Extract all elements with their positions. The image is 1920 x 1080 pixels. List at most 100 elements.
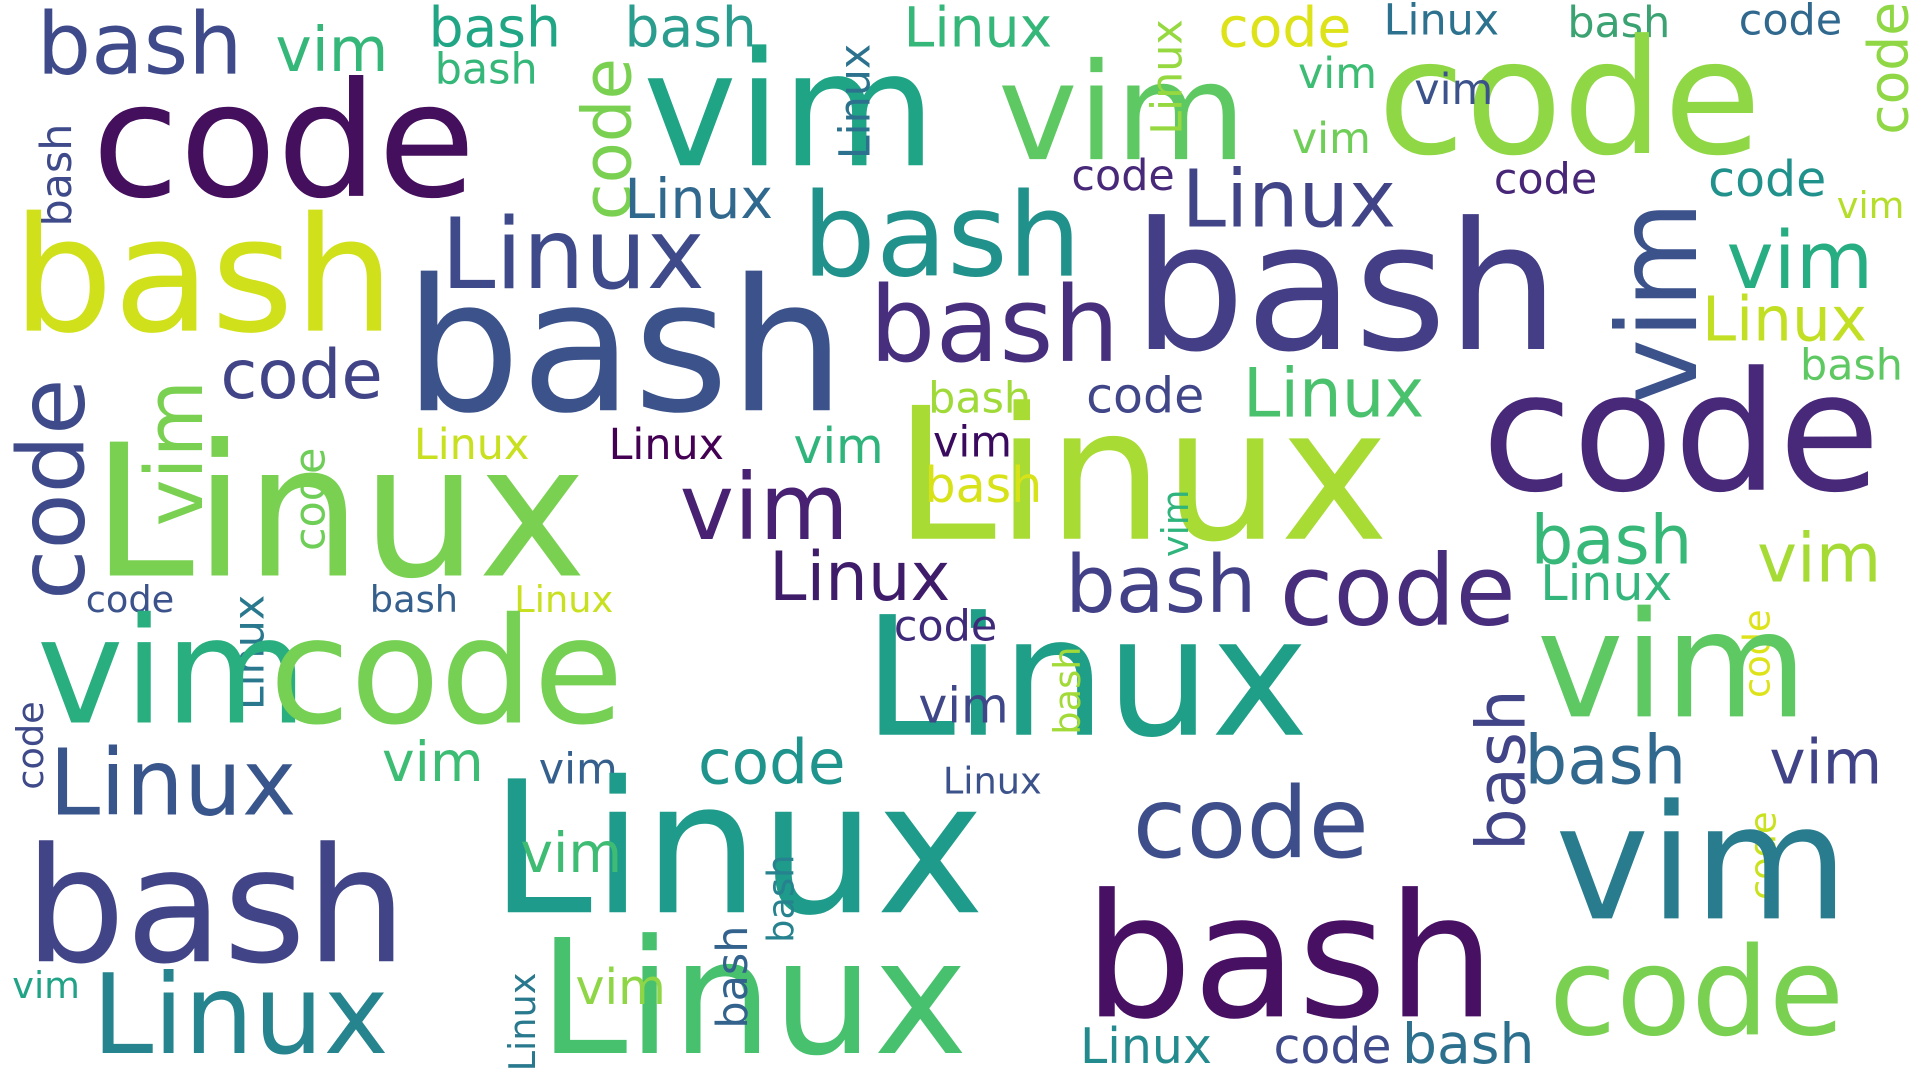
word: Linux (92, 951, 389, 1079)
word: bash (24, 813, 406, 999)
word: vim (643, 17, 936, 203)
word: bash (1402, 1012, 1534, 1076)
word: Linux (1243, 353, 1424, 432)
word: code (9, 701, 52, 790)
word: bash (869, 264, 1119, 386)
word: Linux (894, 370, 1389, 583)
word: Linux (1182, 153, 1396, 246)
word: vim (1154, 489, 1197, 557)
word: code (1086, 368, 1204, 425)
word: bash (1046, 646, 1089, 734)
word: bash (37, 0, 243, 94)
word: vim (1727, 214, 1874, 307)
word: code (0, 379, 105, 600)
word: code (92, 48, 476, 234)
word: Linux (441, 198, 705, 312)
word: vim (918, 677, 1008, 734)
word: Linux (490, 743, 985, 956)
word: Linux (501, 972, 544, 1071)
word: code (1549, 921, 1844, 1064)
word: Linux (49, 729, 296, 836)
word: vim (276, 15, 389, 86)
word: vim (12, 964, 80, 1007)
word: code (1273, 1018, 1391, 1075)
word: bash (924, 457, 1042, 514)
word: bash (429, 0, 561, 60)
word: bash (708, 926, 758, 1029)
word: bash (802, 169, 1081, 304)
word: bash (404, 241, 845, 454)
word: code (698, 728, 846, 799)
word: bash (12, 183, 394, 369)
word: Linux (624, 167, 772, 231)
word: vim (998, 34, 1246, 191)
word: Linux (769, 537, 950, 616)
word: code (568, 58, 647, 220)
word: vim (1769, 728, 1882, 799)
word: vim (539, 745, 618, 795)
word: vim (793, 418, 883, 475)
word: code (1739, 0, 1842, 45)
word: code (1857, 2, 1920, 135)
word: Linux (609, 420, 724, 470)
word: code (1482, 337, 1881, 529)
word: code (269, 586, 623, 757)
word: vim (1837, 184, 1905, 227)
word: bash (624, 0, 756, 60)
word: Linux (514, 578, 613, 621)
word: vim (382, 730, 484, 794)
word: code (285, 448, 335, 551)
word: code (1071, 151, 1174, 201)
word: bash (1800, 341, 1903, 391)
word: bash (1133, 184, 1560, 391)
word: code (1280, 534, 1516, 648)
word: bash (1524, 721, 1686, 800)
word: vim (1298, 49, 1377, 99)
word: bash (1531, 500, 1693, 579)
word: Linux (943, 759, 1042, 802)
word: code (1735, 609, 1778, 698)
word: vim (37, 586, 308, 757)
word: bash (32, 124, 82, 227)
word: Linux (539, 905, 968, 1080)
word: bash (370, 578, 458, 621)
word: code (1218, 0, 1351, 60)
word: Linux (1702, 284, 1867, 355)
word: vim (1757, 519, 1881, 598)
word: vim (1414, 65, 1493, 115)
word: vim (680, 454, 849, 561)
word: Linux (1540, 555, 1672, 612)
word: code (86, 578, 175, 621)
word: code (894, 601, 997, 651)
word: code (1742, 811, 1785, 900)
word: Linux (414, 420, 529, 470)
word: Linux (1080, 1018, 1212, 1075)
word: Linux (863, 582, 1308, 774)
word: Linux (1143, 19, 1193, 134)
word: vim (933, 418, 1012, 468)
word: code (1708, 151, 1826, 208)
word: code (220, 335, 382, 414)
word: bash (435, 44, 538, 94)
word: vim (1292, 114, 1371, 164)
word: vim (520, 821, 622, 885)
word: Linux (1384, 0, 1499, 45)
word: bash (928, 374, 1031, 424)
word: Linux (830, 44, 880, 159)
word: bash (759, 855, 802, 943)
word: Linux (904, 0, 1052, 60)
word: vim (1555, 770, 1848, 956)
word: bash (1065, 538, 1256, 631)
word: code (1133, 767, 1369, 881)
word: vim (1537, 580, 1808, 751)
word: vim (128, 380, 221, 527)
word: Linux (92, 407, 587, 620)
word: bash (1461, 689, 1540, 851)
word: bash (1567, 0, 1670, 48)
word: vim (1594, 201, 1722, 404)
word: code (1378, 5, 1762, 191)
word: Linux (224, 595, 274, 710)
